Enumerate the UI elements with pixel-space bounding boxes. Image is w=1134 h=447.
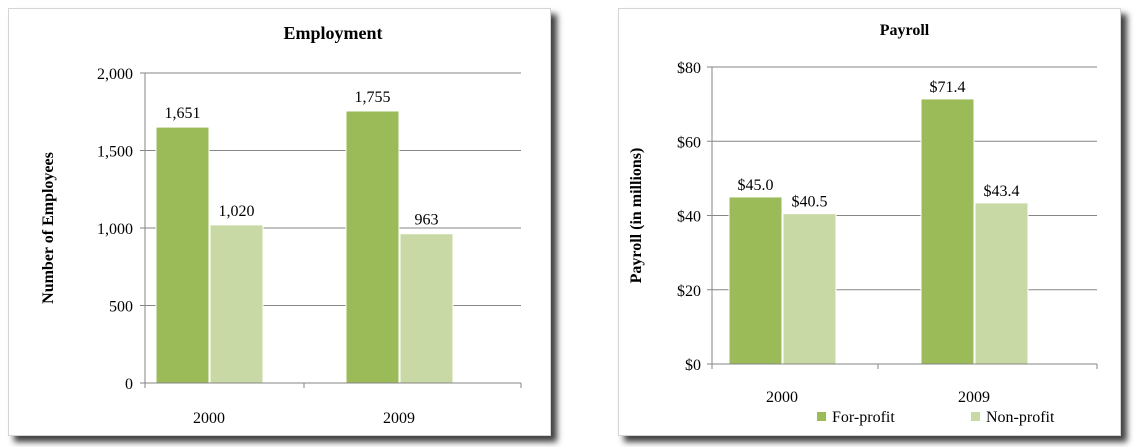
y-tick-label: $80 <box>677 60 701 77</box>
chart-title: Payroll <box>880 22 930 39</box>
y-tick-label: 0 <box>125 376 133 393</box>
y-tick-label: 1,000 <box>97 221 133 238</box>
y-tick-label: $0 <box>685 357 701 374</box>
payroll-chart: Payroll Payroll (in millions) $0 $20 $40 $60 $… <box>628 22 1098 426</box>
data-label: $40.5 <box>792 194 828 211</box>
bar-non-profit-2000 <box>782 213 837 365</box>
bar-for-profit-2000 <box>155 126 210 384</box>
data-label: 1,020 <box>219 203 255 220</box>
legend-label: For-profit <box>832 409 895 426</box>
bar-non-profit-2009 <box>399 233 454 384</box>
bar-for-profit-2000 <box>728 196 783 365</box>
chart-title: Employment <box>284 23 383 43</box>
bar-for-profit-2009 <box>920 98 975 365</box>
bar-non-profit-2000 <box>209 224 264 384</box>
employment-chart: Employment Number of Employees 0 500 1,000 1,… <box>40 23 522 427</box>
y-tick-label: $60 <box>677 134 701 151</box>
x-tick-label: 2000 <box>193 410 225 427</box>
legend-swatch-for-profit <box>817 412 826 421</box>
employment-chart-panel: Employment Number of Employees 0 500 1,000 1,… <box>8 8 551 436</box>
y-tick-label: $20 <box>677 283 701 300</box>
payroll-chart-panel: Payroll Payroll (in millions) $0 $20 $40 $60 $… <box>618 8 1121 436</box>
y-axis-label: Payroll (in millions) <box>628 148 645 284</box>
legend-label: Non-profit <box>986 409 1055 426</box>
bar-non-profit-2009 <box>974 202 1029 365</box>
legend-swatch-non-profit <box>971 412 980 421</box>
data-label: 1,651 <box>165 105 201 122</box>
x-tick-label: 2009 <box>383 410 415 427</box>
bar-for-profit-2009 <box>345 110 400 384</box>
data-label: $43.4 <box>984 183 1020 200</box>
x-tick-label: 2009 <box>958 389 990 406</box>
data-label: 1,755 <box>355 89 391 106</box>
y-tick-label: 500 <box>109 299 133 316</box>
y-tick-label: 1,500 <box>97 144 133 161</box>
y-tick-label: $40 <box>677 209 701 226</box>
data-label: 963 <box>415 212 439 229</box>
data-label: $71.4 <box>930 79 966 96</box>
x-tick-label: 2000 <box>766 389 798 406</box>
data-label: $45.0 <box>738 177 774 194</box>
y-axis-label: Number of Employees <box>40 152 57 304</box>
y-tick-label: 2,000 <box>97 66 133 83</box>
